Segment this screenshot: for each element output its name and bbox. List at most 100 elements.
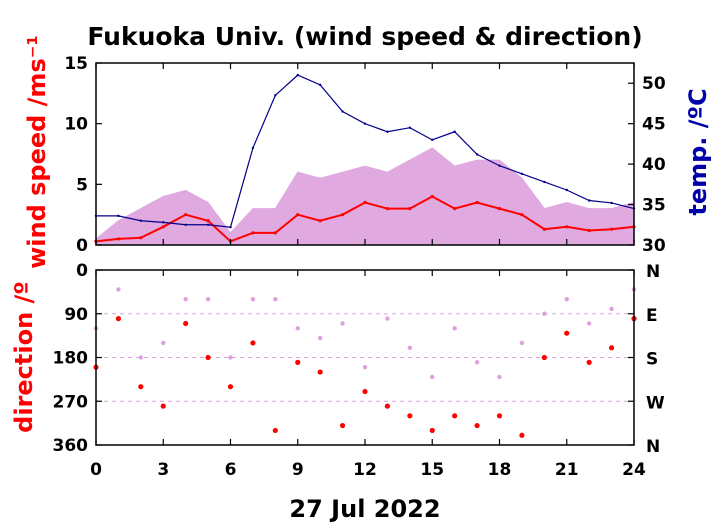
wind-speed-point: [318, 219, 322, 223]
top-panel: 0 5 10 15 30 35 40 45 50: [64, 54, 666, 256]
direction-point: [295, 359, 301, 365]
y-axis-label-wind-speed: wind speed /ms⁻¹: [23, 35, 51, 269]
direction-scatter-point: [430, 374, 435, 380]
wind-speed-point: [385, 207, 390, 211]
direction-point: [183, 320, 189, 327]
direction-point: [362, 388, 368, 395]
wind-speed-point: [184, 213, 188, 217]
direction-scatter-point: [205, 296, 211, 302]
direction-scatter-point: [183, 296, 188, 302]
direction-point: [407, 413, 413, 419]
x-tick-label: 18: [488, 460, 512, 480]
wind-speed-point: [587, 228, 591, 233]
temperature-point: [274, 94, 277, 97]
temperature-point: [341, 110, 344, 113]
wind-speed-point: [408, 207, 412, 211]
temperature-point: [475, 153, 479, 156]
wind-speed-point: [363, 200, 367, 205]
x-tick-label: 9: [292, 460, 304, 480]
temperature-point: [565, 188, 568, 192]
temperature-point: [363, 122, 367, 125]
temperature-point: [610, 201, 613, 205]
temperature-point: [206, 223, 210, 226]
direction-scatter-point: [273, 296, 278, 302]
direction-point: [564, 330, 570, 336]
bottom-ticks: 0 90 180 270 360 N E S W N 0 3 6 9 12 15 18 21 24: [53, 261, 666, 480]
temperature-tick-label: 40: [642, 155, 666, 175]
temperature-tick-label: 50: [642, 74, 666, 94]
direction-scatter-point: [317, 335, 323, 341]
direction-scatter-point: [564, 296, 569, 302]
wind-speed-point: [475, 200, 479, 205]
direction-point: [474, 422, 480, 429]
temperature-point: [184, 223, 187, 226]
direction-point: [115, 316, 122, 322]
direction-point: [384, 403, 391, 409]
x-tick-label: 24: [622, 460, 646, 480]
direction-scatter-point: [497, 374, 502, 380]
temperature-point: [520, 172, 524, 176]
wind-speed-tick-label: 15: [64, 54, 88, 74]
wind-speed-point: [520, 213, 524, 217]
temperature-point: [453, 130, 456, 133]
bottom-panel: 0 90 180 270 360 N E S W N 0 3 6 9 12 15 18 21 24: [53, 261, 666, 480]
temperature-point: [431, 138, 434, 142]
direction-scatter-point: [519, 340, 525, 346]
direction-point: [496, 413, 503, 419]
wind-speed-point: [161, 225, 165, 229]
temperature-point: [318, 83, 322, 87]
wind-gust-area: [95, 147, 635, 246]
compass-tick-label: N: [646, 437, 660, 457]
direction-scatter-point: [407, 345, 413, 350]
direction-scatter-point: [340, 321, 345, 326]
x-tick-label: 6: [225, 460, 237, 480]
temperature-tick-label: 35: [642, 196, 666, 216]
bottom-marks: [93, 287, 637, 438]
direction-point: [250, 340, 256, 346]
wind-speed-point: [340, 213, 345, 217]
wind-speed-point: [609, 227, 614, 231]
temperature-point: [229, 226, 232, 229]
temperature-point: [408, 126, 412, 129]
direction-scatter-point: [161, 340, 166, 346]
bottom-grid: [96, 313, 634, 402]
direction-point: [160, 403, 166, 409]
direction-tick-label: 0: [76, 261, 88, 281]
direction-tick-label: 270: [53, 392, 89, 412]
wind-speed-tick-label: 5: [76, 175, 88, 195]
direction-point: [586, 359, 592, 365]
wind-speed-point: [565, 225, 569, 229]
wind-speed-point: [206, 219, 210, 223]
direction-scatter-point: [385, 316, 390, 321]
temperature-tick-label: 45: [642, 115, 666, 135]
direction-scatter-point: [228, 355, 233, 360]
wind-speed-point: [139, 236, 143, 240]
wind-speed-point: [497, 207, 502, 211]
top-marks: [94, 73, 636, 246]
direction-scatter-point: [586, 321, 592, 326]
direction-point: [339, 422, 346, 429]
direction-point: [317, 369, 323, 375]
wind-speed-point: [430, 194, 434, 199]
compass-tick-label: S: [646, 350, 658, 370]
direction-tick-label: 90: [64, 305, 88, 325]
direction-scatter-point: [116, 287, 121, 292]
wind-speed-tick-label: 10: [64, 115, 88, 135]
direction-scatter-point: [295, 326, 300, 331]
direction-scatter-point: [609, 306, 614, 312]
direction-point: [452, 413, 458, 419]
direction-point: [272, 427, 278, 434]
wind-speed-point: [296, 213, 300, 217]
wind-speed-tick-label: 0: [76, 236, 88, 256]
direction-point: [227, 384, 234, 390]
direction-point: [205, 354, 211, 361]
temperature-point: [587, 199, 591, 202]
temperature-point: [162, 221, 165, 224]
compass-tick-label: E: [646, 306, 658, 326]
chart-title: Fukuoka Univ. (wind speed & direction): [87, 22, 642, 51]
x-tick-label: 0: [90, 460, 102, 480]
x-tick-label: 3: [157, 460, 169, 480]
temperature-point: [296, 73, 299, 77]
direction-point: [138, 384, 144, 390]
